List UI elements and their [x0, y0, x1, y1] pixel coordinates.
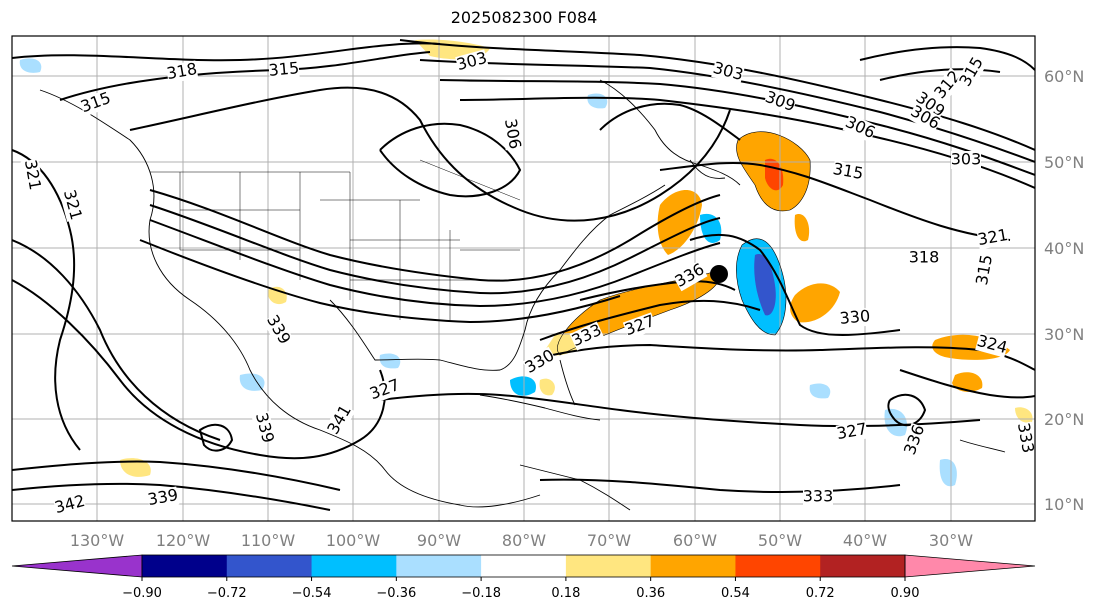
lat-label: 30°N — [1044, 325, 1084, 344]
colorbar-segment — [481, 555, 567, 577]
contour-label-bg — [901, 422, 929, 458]
state-borders — [150, 159, 521, 320]
map-frame — [11, 35, 1036, 522]
lon-label: 100°W — [326, 531, 381, 550]
contour-label-bg — [842, 113, 878, 143]
colorbar-tick-label: −0.54 — [292, 586, 332, 601]
latitude-labels: 60°N 50°N 40°N 30°N 20°N 10°N — [1044, 67, 1084, 514]
contour-label-bg — [324, 402, 356, 438]
contour-label: 315 — [268, 58, 300, 80]
contour-label-bg — [951, 151, 981, 169]
contour-label-bg — [1013, 421, 1035, 455]
colorbar-tick-label: 0.72 — [806, 586, 835, 601]
lon-label: 130°W — [70, 531, 125, 550]
contour-label-bg — [956, 54, 988, 90]
contour-label-bg — [975, 332, 1009, 358]
storm-center-marker — [710, 265, 728, 283]
colorbar-tick-label: 0.90 — [891, 586, 920, 601]
contour-label-bg — [53, 492, 87, 518]
colorbar-segment — [142, 555, 228, 577]
lon-label: 120°W — [156, 531, 211, 550]
lat-label: 20°N — [1044, 410, 1084, 429]
colorbar-segment — [735, 555, 821, 577]
contour-label-bg — [803, 488, 833, 506]
contour-label-bg — [711, 59, 745, 85]
contour-label-bg — [146, 486, 180, 510]
map-title: 2025082300 F084 — [450, 8, 598, 27]
lat-label: 60°N — [1044, 67, 1084, 86]
lon-label: 80°W — [502, 531, 546, 550]
colorbar-tick-label: −0.18 — [461, 586, 501, 601]
contour-label-bg — [835, 420, 869, 444]
lon-label: 60°W — [673, 531, 717, 550]
colorbar-tick-label: −0.36 — [376, 586, 416, 601]
colorbar-segment — [820, 555, 906, 577]
colorbar-tick-label: −0.90 — [122, 586, 162, 601]
colorbar-tick-label: 0.18 — [551, 586, 580, 601]
colorbar-segment — [565, 555, 652, 577]
colorbar-extend-high — [904, 554, 1036, 578]
colorbar: −0.90 −0.72 −0.54 −0.36 −0.18 0.18 0.36 0.54 0.7… — [11, 554, 1036, 601]
contour-label-bg — [831, 160, 865, 184]
colorbar-extend-low — [11, 554, 143, 578]
contour-label: 318 — [909, 248, 940, 267]
contour-label: 303 — [951, 150, 982, 169]
contour-label-bg — [500, 117, 524, 151]
contour-label-bg — [976, 226, 1010, 250]
contour-label-bg — [59, 188, 85, 222]
colorbar-segment — [650, 555, 736, 577]
lat-label: 40°N — [1044, 239, 1084, 258]
lat-label: 50°N — [1044, 153, 1084, 172]
contour-label: 330 — [839, 306, 871, 328]
contour-label: 333 — [803, 487, 834, 506]
contour-label-bg — [762, 88, 798, 116]
lat-label: 10°N — [1044, 495, 1084, 514]
contour-label-bg — [973, 253, 997, 287]
colorbar-tick-label: −0.72 — [207, 586, 247, 601]
contour-label-bg — [569, 321, 605, 351]
contour-label-bg — [268, 59, 300, 81]
lon-label: 70°W — [587, 531, 631, 550]
colorbar-segment — [311, 555, 397, 577]
colorbar-segment — [396, 555, 482, 577]
lon-label: 30°W — [929, 531, 973, 550]
lon-label: 90°W — [417, 531, 461, 550]
lon-label: 50°W — [758, 531, 802, 550]
contour-label-bg — [165, 60, 199, 84]
contour-label-bg — [931, 67, 965, 103]
contour-label-bg — [907, 102, 943, 134]
colorbar-segment — [226, 555, 313, 577]
contour-label-bg — [20, 158, 44, 192]
contour-label-bg — [522, 346, 558, 378]
contour-label-bg — [251, 411, 277, 445]
contour-label-bg — [622, 312, 658, 340]
contour-label-bg — [455, 49, 489, 75]
contour-label-bg — [839, 307, 871, 329]
contour-label: 333 — [1014, 421, 1038, 454]
lon-label: 110°W — [241, 531, 296, 550]
lon-label: 40°W — [843, 531, 887, 550]
contour-label-bg — [909, 249, 939, 267]
colorbar-outline — [141, 554, 906, 578]
contour-label-bg — [367, 376, 403, 404]
contour-label-bg — [912, 89, 948, 121]
contour-label-bg — [262, 312, 294, 348]
contour-label-bg — [672, 260, 708, 292]
contour-label-bg — [78, 89, 114, 117]
longitude-labels: 130°W 120°W 110°W 100°W 90°W 80°W 70°W 60°W 50°W… — [70, 531, 973, 550]
colorbar-tick-label: 0.36 — [636, 586, 665, 601]
colorbar-tick-label: 0.54 — [721, 586, 750, 601]
